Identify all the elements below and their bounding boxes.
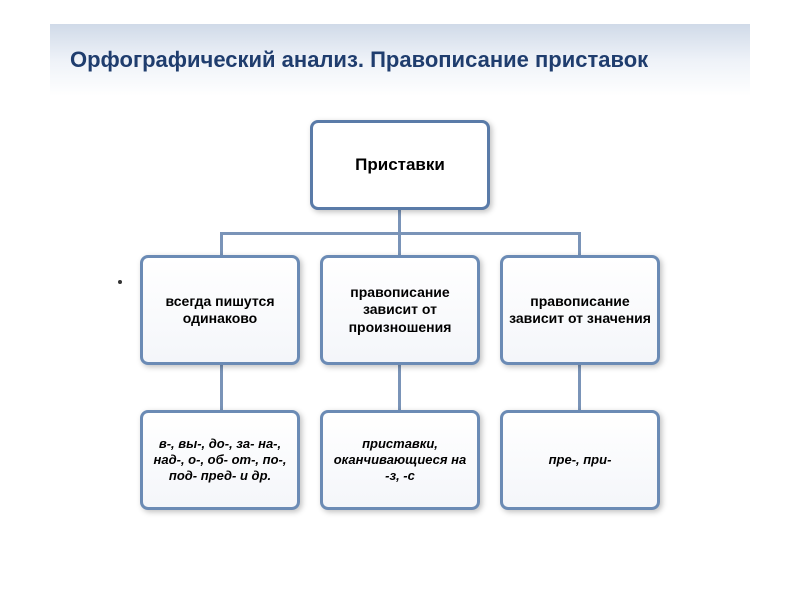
mid-label: всегда пишутся одинаково (149, 293, 291, 328)
mid-node-3: правописание зависит от значения (500, 255, 660, 365)
connector (220, 365, 223, 410)
leaf-node-2: приставки, оканчивающиеся на -з, -с (320, 410, 480, 510)
leaf-label: пре-, при- (549, 452, 612, 468)
leaf-label: приставки, оканчивающиеся на -з, -с (329, 436, 471, 485)
mid-node-2: правописание зависит от произношения (320, 255, 480, 365)
connector (398, 232, 401, 255)
leaf-node-1: в-, вы-, до-, за- на-, над-, о-, об- от-… (140, 410, 300, 510)
diagram-area: Приставки всегда пишутся одинаково право… (0, 110, 800, 590)
leaf-label: в-, вы-, до-, за- на-, над-, о-, об- от-… (149, 436, 291, 485)
mid-node-1: всегда пишутся одинаково (140, 255, 300, 365)
root-label: Приставки (355, 155, 445, 175)
mid-label: правописание зависит от значения (509, 293, 651, 328)
mid-label: правописание зависит от произношения (329, 284, 471, 337)
connector (578, 232, 581, 255)
title-bar: Орфографический анализ. Правописание при… (50, 24, 750, 96)
connector (398, 365, 401, 410)
leaf-node-3: пре-, при- (500, 410, 660, 510)
connector (578, 365, 581, 410)
connector (398, 210, 401, 232)
decorative-dot (118, 280, 122, 284)
connector (220, 232, 223, 255)
page-title: Орфографический анализ. Правописание при… (70, 47, 648, 73)
root-node: Приставки (310, 120, 490, 210)
